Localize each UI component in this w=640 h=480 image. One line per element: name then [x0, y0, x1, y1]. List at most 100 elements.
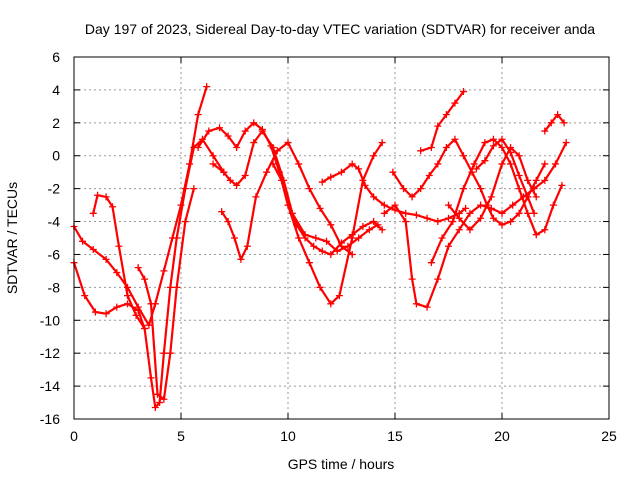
data-point	[89, 246, 97, 254]
data-point	[220, 168, 228, 176]
data-point	[318, 247, 326, 255]
data-point	[79, 237, 87, 245]
y-tick-label: 2	[52, 115, 60, 131]
data-point	[327, 221, 335, 229]
data-point	[94, 191, 102, 199]
data-point	[134, 306, 142, 314]
data-point	[233, 144, 241, 151]
data-point	[541, 127, 549, 135]
data-point	[481, 157, 489, 165]
data-point	[166, 283, 174, 291]
data-point	[160, 349, 168, 357]
data-point	[524, 193, 532, 201]
data-point	[284, 201, 292, 209]
data-point	[434, 122, 442, 130]
data-point	[442, 111, 450, 119]
y-tick-label: -14	[40, 378, 60, 394]
data-point	[348, 160, 356, 168]
data-point	[205, 127, 213, 135]
data-point	[273, 147, 281, 155]
data-point	[507, 160, 515, 168]
data-point	[455, 214, 463, 222]
data-point	[455, 226, 463, 234]
data-point	[141, 275, 149, 283]
data-point	[532, 231, 540, 239]
data-point	[412, 211, 420, 219]
data-point	[378, 226, 386, 234]
data-point	[370, 193, 378, 201]
data-point	[562, 139, 570, 147]
data-point	[515, 209, 523, 217]
data-point	[269, 160, 277, 168]
data-point	[541, 176, 549, 184]
data-point	[338, 239, 345, 247]
data-point	[489, 135, 497, 143]
data-point	[226, 176, 234, 184]
data-point	[301, 234, 309, 242]
data-point	[434, 218, 442, 226]
y-tick-label: 6	[52, 49, 60, 65]
data-point	[498, 209, 506, 217]
data-point	[89, 209, 97, 217]
data-point	[348, 231, 356, 239]
data-point	[445, 214, 452, 222]
data-point	[515, 185, 523, 193]
data-point	[515, 152, 523, 160]
data-point	[378, 139, 386, 147]
data-point	[408, 275, 416, 283]
data-point	[113, 303, 121, 311]
data-point	[445, 201, 452, 209]
data-point	[173, 283, 181, 291]
y-tick-label: -4	[48, 214, 61, 230]
data-point	[284, 139, 292, 147]
data-point	[423, 214, 431, 222]
data-point	[427, 144, 435, 151]
data-point	[472, 165, 480, 173]
data-point	[509, 201, 517, 209]
data-point	[91, 308, 99, 316]
series-track-2	[72, 138, 225, 409]
data-point	[402, 218, 410, 226]
series-track-9	[321, 162, 467, 223]
x-tick-label: 20	[494, 428, 510, 444]
data-point	[524, 176, 532, 184]
data-point	[451, 99, 459, 107]
data-point	[524, 209, 532, 217]
data-point	[408, 193, 416, 201]
data-point	[389, 168, 397, 176]
data-point	[241, 171, 249, 179]
data-point	[515, 171, 523, 179]
data-point	[380, 209, 388, 217]
data-point	[316, 204, 324, 212]
data-point	[243, 242, 251, 250]
data-point	[269, 144, 277, 151]
x-tick-label: 15	[387, 428, 403, 444]
data-point	[327, 300, 335, 308]
x-axis-title: GPS time / hours	[288, 456, 395, 472]
data-point	[470, 160, 478, 168]
data-point	[209, 152, 217, 160]
data-point	[498, 160, 506, 168]
data-point	[451, 135, 459, 143]
data-point	[109, 203, 117, 211]
data-point	[166, 349, 174, 357]
x-tick-label: 5	[177, 428, 185, 444]
data-point	[489, 142, 497, 150]
plot-frame	[73, 56, 610, 420]
data-point	[113, 269, 121, 277]
data-point	[194, 144, 202, 151]
data-point	[391, 201, 399, 209]
data-point	[318, 178, 326, 186]
data-point	[203, 83, 211, 91]
x-tick-label: 25	[601, 428, 617, 444]
data-point	[305, 185, 313, 193]
data-point	[466, 209, 474, 217]
data-point	[160, 395, 168, 403]
data-point	[147, 300, 155, 308]
data-point	[344, 242, 352, 250]
data-point	[449, 218, 457, 226]
data-point	[173, 234, 181, 242]
data-point	[250, 119, 258, 127]
data-point	[312, 234, 320, 242]
data-point	[348, 250, 356, 258]
